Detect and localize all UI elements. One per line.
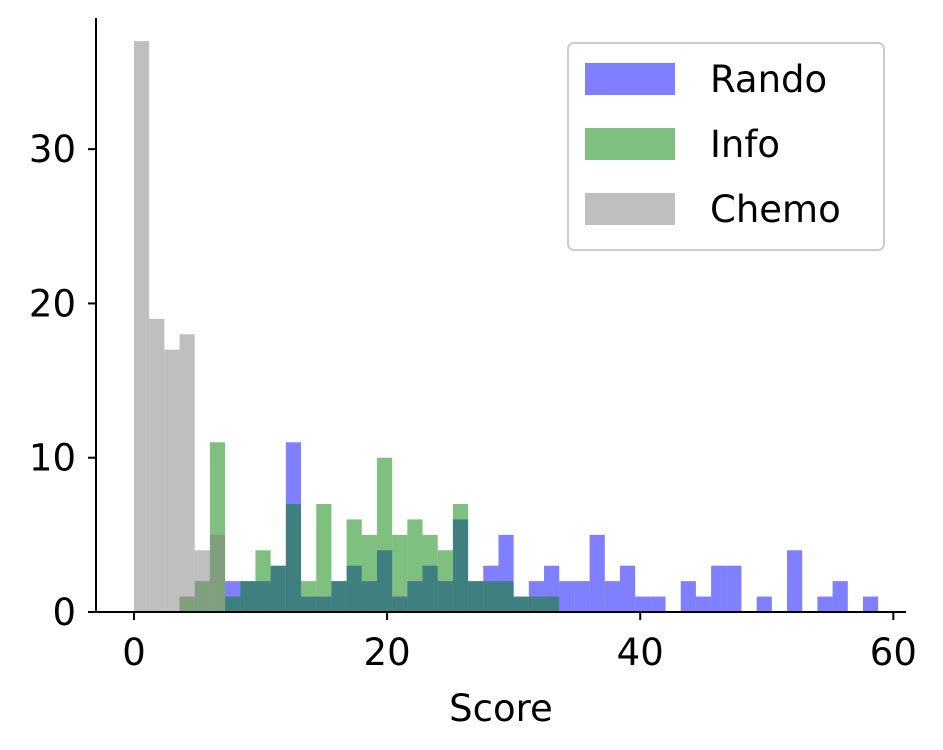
chemo-bar xyxy=(194,550,210,612)
info-bar xyxy=(407,519,423,612)
info-bar xyxy=(346,519,362,612)
rando-bar xyxy=(832,581,848,612)
rando-bar xyxy=(695,596,712,612)
rando-bar xyxy=(862,596,879,612)
info-bar xyxy=(513,596,529,612)
y-tick-label: 0 xyxy=(52,591,76,634)
info-bar xyxy=(468,581,484,612)
info-bar xyxy=(316,504,332,612)
info-bar xyxy=(376,457,393,612)
legend-swatch-rando xyxy=(585,63,675,95)
info-bar xyxy=(285,504,302,612)
chemo-bar xyxy=(179,334,195,612)
info-bar xyxy=(528,596,545,612)
rando-bar xyxy=(680,581,696,612)
legend-label-rando: Rando xyxy=(710,58,827,101)
rando-bar xyxy=(650,596,666,612)
info-bar xyxy=(331,581,347,612)
chemo-bar xyxy=(209,534,226,612)
x-tick-label: 0 xyxy=(122,631,146,674)
y-tick-label: 20 xyxy=(29,282,76,325)
info-bar xyxy=(392,534,408,612)
rando-bar xyxy=(589,534,605,612)
y-tick-label: 10 xyxy=(29,437,76,480)
rando-bar xyxy=(817,596,833,612)
histogram-bars xyxy=(133,41,879,612)
rando-bar xyxy=(787,550,803,612)
legend-items: Rando Info Chemo xyxy=(585,58,841,231)
rando-bar xyxy=(756,596,772,612)
legend-label-chemo: Chemo xyxy=(710,188,841,231)
legend: Rando Info Chemo xyxy=(567,42,885,251)
x-tick-label: 60 xyxy=(870,631,917,674)
legend-label-info: Info xyxy=(710,123,780,166)
rando-bar xyxy=(635,596,651,612)
rando-bar xyxy=(619,565,636,612)
info-bar xyxy=(544,596,560,612)
info-bar xyxy=(255,550,271,612)
chemo-bar xyxy=(164,349,180,612)
info-bar xyxy=(422,534,438,612)
rando-bar xyxy=(574,581,590,612)
info-bar xyxy=(361,534,377,612)
rando-bar xyxy=(711,565,727,612)
chemo-bar xyxy=(133,41,150,612)
y-tick-label: 30 xyxy=(29,128,76,171)
x-axis-title: Score xyxy=(449,687,553,730)
legend-swatch-chemo xyxy=(585,193,675,225)
info-bar xyxy=(270,565,286,612)
rando-bar xyxy=(726,565,742,612)
info-bar xyxy=(483,581,499,612)
info-bar xyxy=(301,581,317,612)
info-bar xyxy=(452,504,469,612)
rando-bar xyxy=(604,581,620,612)
info-bar xyxy=(225,596,241,612)
x-axis-ticks: 0 20 40 60 xyxy=(122,612,917,674)
info-bar xyxy=(240,581,256,612)
x-tick-label: 40 xyxy=(617,631,664,674)
info-bar xyxy=(498,581,514,612)
rando-bar xyxy=(559,581,575,612)
legend-swatch-info xyxy=(585,128,675,160)
x-tick-label: 20 xyxy=(364,631,411,674)
chemo-bar xyxy=(149,318,165,612)
y-axis-ticks: 0 10 20 30 xyxy=(29,128,96,634)
info-bar xyxy=(437,550,453,612)
